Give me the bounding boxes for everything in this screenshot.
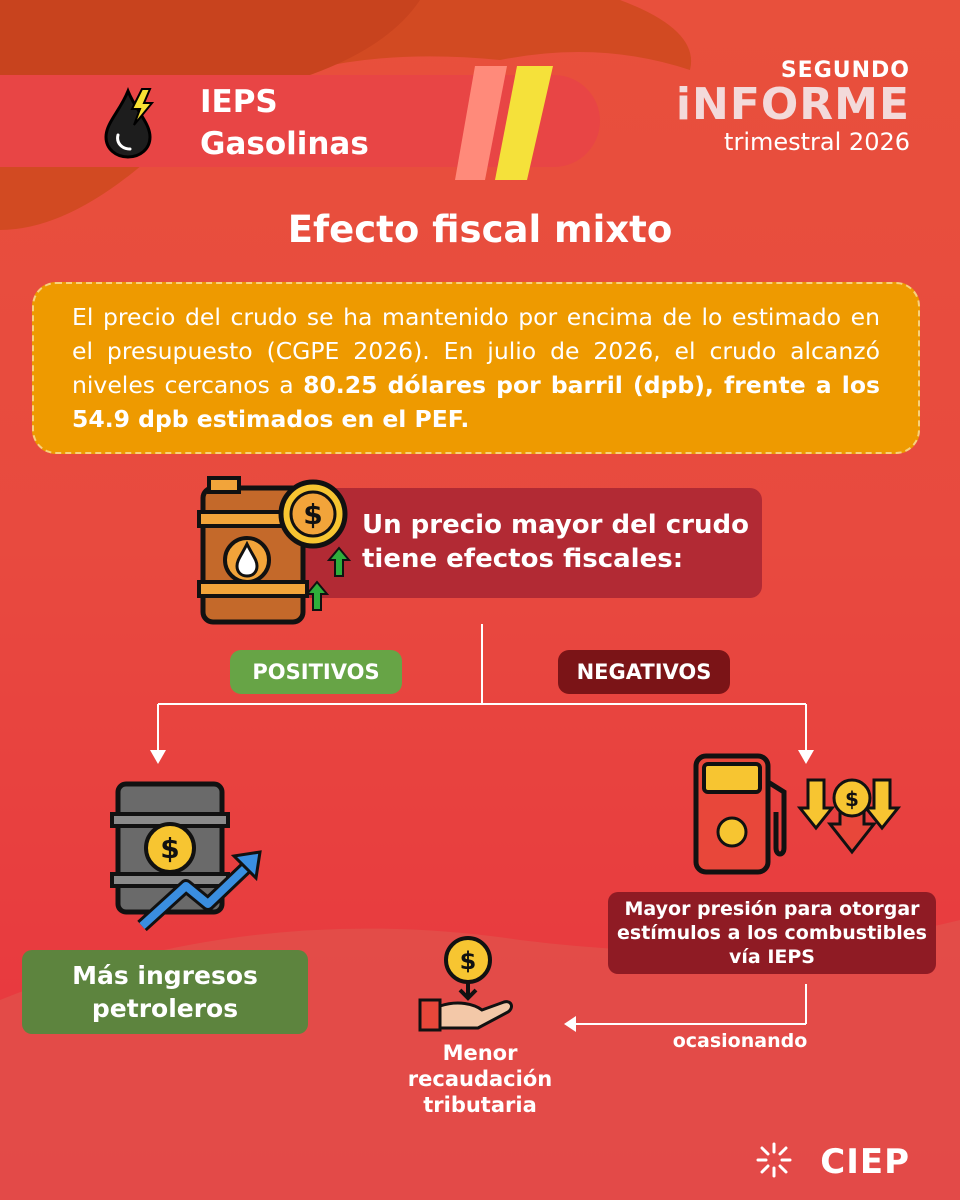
positive-result: Más ingresos petroleros (22, 950, 308, 1034)
report-label: SEGUNDO iNFORME trimestral 2026 (676, 58, 910, 157)
header-stripes (455, 66, 553, 180)
svg-text:$: $ (460, 947, 477, 975)
fuel-pump-falling-icon: $ (693, 753, 902, 875)
negative-result: Mayor presión para otorgar estímulos a l… (608, 892, 936, 974)
oil-barrel-coin-icon: $ (197, 476, 352, 625)
report-line3: trimestral 2026 (724, 128, 910, 156)
header-title-line2: Gasolinas (200, 126, 369, 162)
header-title-line1: IEPS (200, 84, 278, 120)
svg-text:$: $ (303, 498, 322, 531)
main-title: Efecto fiscal mixto (287, 208, 673, 251)
report-line1: SEGUNDO (780, 58, 910, 83)
connector-label: ocasionando (672, 1030, 808, 1052)
oil-drop-lightning-icon (104, 86, 155, 159)
info-box: El precio del crudo se ha mantenido por … (32, 282, 920, 454)
report-line2: iNFORME (675, 79, 910, 130)
brand-name: CIEP (820, 1142, 910, 1182)
consequence-text: Menor recaudación tributaria (407, 1041, 553, 1117)
negative-label: NEGATIVOS (558, 650, 730, 694)
svg-text:$: $ (160, 832, 179, 865)
info-text: El precio del crudo se ha mantenido por … (72, 303, 880, 399)
ciep-logo-icon (756, 1142, 792, 1178)
oil-barrel-rising-icon: $ (110, 781, 262, 932)
question-text: Un precio mayor del crudo tiene efectos … (362, 510, 749, 574)
positive-label: POSITIVOS (230, 650, 402, 694)
hand-coin-icon: $ (418, 936, 513, 1032)
question-box: Un precio mayor del crudo tiene efectos … (290, 488, 762, 598)
svg-text:$: $ (845, 787, 859, 811)
info-text-bold: 80.25 dólares por barril (dpb), frente a… (72, 371, 880, 433)
